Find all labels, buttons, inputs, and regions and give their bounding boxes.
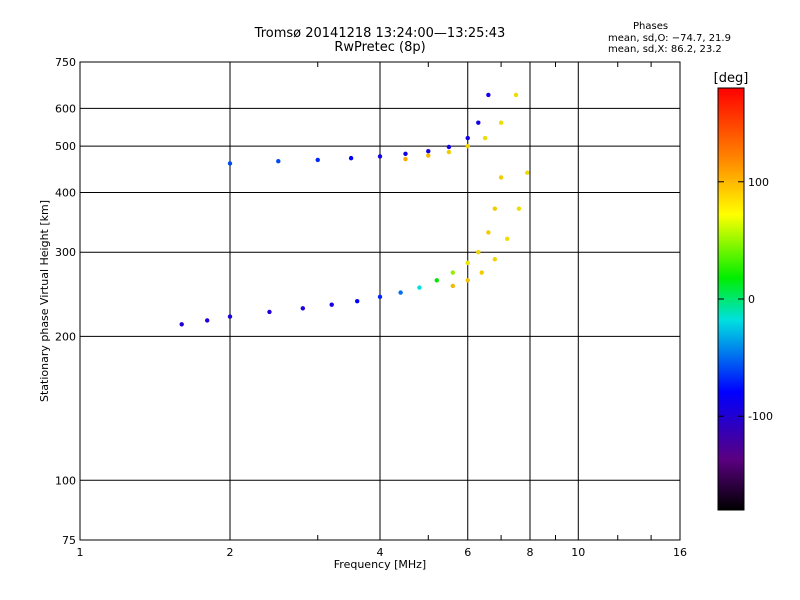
colorbar-tick-label: 100 xyxy=(748,176,769,189)
x-mode-lower-trace-point xyxy=(450,283,456,289)
y-tick-label: 400 xyxy=(55,186,76,199)
o-mode-lower-trace-point xyxy=(354,298,360,304)
x-mode-upper-trace-point xyxy=(403,156,408,162)
o-mode-upper-trace-point xyxy=(403,151,408,156)
x-tick-label: 10 xyxy=(571,546,585,559)
o-mode-lower-trace-point xyxy=(492,206,498,211)
o-mode-lower-trace-point xyxy=(204,318,210,323)
colorbar-label: [deg] xyxy=(714,71,749,86)
o-mode-lower-trace-point xyxy=(329,302,334,307)
o-mode-lower-trace-point xyxy=(227,314,233,319)
colorbar-tick-label: -100 xyxy=(748,410,773,423)
o-mode-lower-trace-point xyxy=(450,270,456,275)
x-mode-upper-trace-point xyxy=(426,153,431,158)
o-mode-lower-trace-point xyxy=(476,250,481,255)
y-tick-label: 100 xyxy=(55,474,76,487)
o-mode-upper-trace-point xyxy=(276,159,281,164)
x-mode-upper-trace-point xyxy=(465,143,470,149)
chart-title: Tromsø 20141218 13:24:00—13:25:43 xyxy=(254,26,506,41)
chart-subtitle: RwPretec (8p) xyxy=(334,40,426,55)
x-tick-label: 1 xyxy=(77,546,84,559)
o-mode-lower-trace-point xyxy=(377,294,383,300)
o-mode-lower-trace-point xyxy=(486,230,491,235)
x-mode-lower-trace-point xyxy=(465,278,470,283)
x-mode-lower-trace-point xyxy=(504,236,510,242)
o-mode-upper-trace-point xyxy=(348,155,354,161)
phase-stats-title: Phases xyxy=(633,21,669,32)
o-mode-upper-trace-point xyxy=(315,157,320,163)
phase-stats-x: mean, sd,X: 86.2, 23.2 xyxy=(608,44,722,55)
x-axis-label: Frequency [MHz] xyxy=(334,558,426,571)
x-mode-upper-trace-point xyxy=(513,92,519,98)
x-tick-label: 2 xyxy=(227,546,234,559)
o-mode-upper-trace-point xyxy=(446,144,452,150)
x-mode-lower-trace-point xyxy=(492,257,498,262)
y-tick-label: 750 xyxy=(55,56,76,69)
x-mode-lower-trace-point xyxy=(479,270,484,275)
o-mode-upper-trace-point xyxy=(227,161,233,166)
phase-stats-o: mean, sd,O: −74.7, 21.9 xyxy=(608,33,731,44)
x-tick-label: 4 xyxy=(377,546,384,559)
o-mode-upper-trace-point xyxy=(377,154,383,159)
o-mode-upper-trace-point xyxy=(426,149,431,154)
o-mode-lower-trace-point xyxy=(498,175,504,180)
o-mode-upper-trace-point xyxy=(476,120,481,125)
x-tick-label: 8 xyxy=(527,546,534,559)
x-mode-upper-trace-point xyxy=(482,135,488,141)
y-tick-label: 600 xyxy=(55,102,76,115)
o-mode-lower-trace-point xyxy=(179,322,184,327)
y-tick-label: 500 xyxy=(55,140,76,153)
o-mode-lower-trace-point xyxy=(300,306,306,311)
plot-frame xyxy=(79,61,681,541)
x-tick-label: 6 xyxy=(464,546,471,559)
o-mode-lower-trace-point xyxy=(465,260,470,266)
o-mode-lower-trace-point xyxy=(417,285,422,290)
x-mode-lower-trace-point xyxy=(525,170,530,175)
y-tick-label: 300 xyxy=(55,246,76,259)
x-mode-lower-trace-point xyxy=(516,206,522,211)
o-mode-lower-trace-point xyxy=(434,278,439,283)
o-mode-lower-trace-point xyxy=(398,290,403,295)
y-tick-label: 200 xyxy=(55,330,76,343)
y-axis-label: Stationary phase Virtual Height [km] xyxy=(38,200,51,402)
x-tick-label: 16 xyxy=(673,546,687,559)
o-mode-lower-trace-point xyxy=(267,309,272,315)
o-mode-upper-trace-point xyxy=(486,92,491,98)
o-mode-upper-trace-point xyxy=(465,135,470,141)
x-mode-upper-trace-point xyxy=(498,120,504,125)
colorbar-tick-label: 0 xyxy=(748,293,755,306)
y-tick-label: 75 xyxy=(62,534,76,547)
x-mode-upper-trace-point xyxy=(446,149,452,155)
